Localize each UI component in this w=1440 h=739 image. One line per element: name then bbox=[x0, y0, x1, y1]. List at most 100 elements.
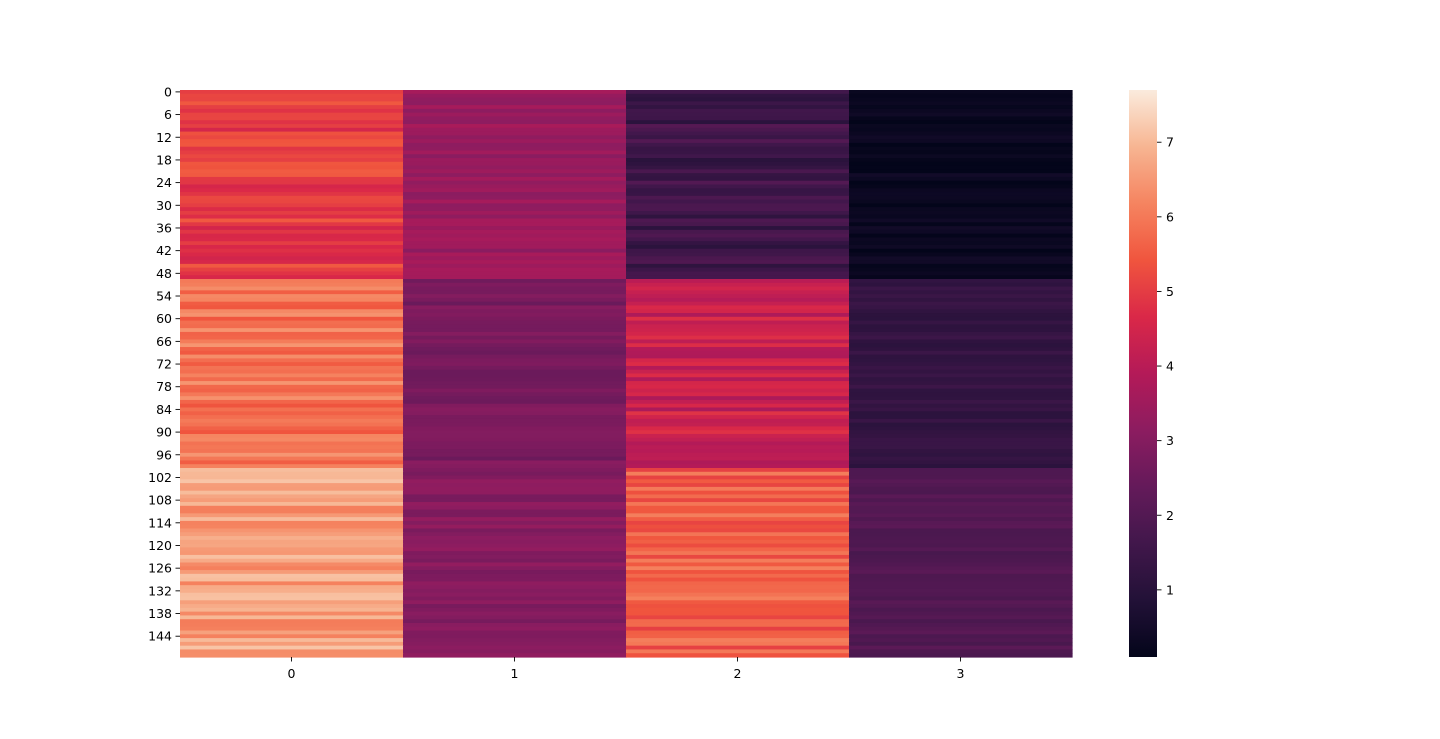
heatmap-cell bbox=[849, 554, 1073, 560]
heatmap-cell bbox=[626, 490, 850, 496]
heatmap-cell bbox=[180, 464, 404, 469]
heatmap-cell bbox=[626, 294, 850, 299]
heatmap-cell bbox=[403, 524, 627, 530]
heatmap-cell bbox=[180, 158, 404, 163]
heatmap-cell bbox=[180, 418, 404, 424]
heatmap-cell bbox=[180, 112, 404, 118]
y-tick-label: 138 bbox=[148, 606, 172, 621]
heatmap-cell bbox=[180, 199, 404, 204]
heatmap-cell bbox=[849, 347, 1073, 352]
heatmap-cell bbox=[403, 248, 627, 254]
heatmap-cell bbox=[849, 369, 1073, 375]
heatmap-cell bbox=[626, 547, 850, 552]
heatmap-cell bbox=[849, 494, 1073, 499]
heatmap-cell bbox=[180, 124, 404, 129]
heatmap-cell bbox=[180, 384, 404, 390]
heatmap-cell bbox=[180, 275, 404, 280]
heatmap-cell bbox=[849, 430, 1073, 435]
heatmap-cell bbox=[626, 339, 850, 344]
heatmap-cell bbox=[180, 483, 404, 488]
heatmap-cell bbox=[403, 252, 627, 257]
heatmap-cell bbox=[849, 615, 1073, 620]
heatmap-cell bbox=[849, 328, 1073, 333]
heatmap-cell bbox=[180, 399, 404, 405]
heatmap-cell bbox=[849, 184, 1073, 189]
heatmap-cell bbox=[403, 301, 627, 307]
heatmap-cell bbox=[849, 373, 1073, 378]
y-tick-label: 0 bbox=[164, 84, 172, 99]
heatmap-cell bbox=[403, 464, 627, 469]
heatmap-cell bbox=[849, 343, 1073, 348]
heatmap-cell bbox=[626, 396, 850, 401]
heatmap-cell bbox=[403, 218, 627, 223]
heatmap-cell bbox=[849, 562, 1073, 567]
heatmap-cell bbox=[849, 305, 1073, 310]
heatmap-cell bbox=[403, 573, 627, 579]
heatmap-cell bbox=[626, 392, 850, 397]
heatmap-cell bbox=[403, 396, 627, 401]
heatmap-cell bbox=[403, 244, 627, 250]
heatmap-cell bbox=[626, 381, 850, 386]
heatmap-cell bbox=[403, 105, 627, 110]
y-tick-label: 84 bbox=[156, 402, 172, 417]
heatmap-cell bbox=[403, 554, 627, 560]
heatmap-cell bbox=[180, 562, 404, 567]
heatmap-cell bbox=[849, 377, 1073, 382]
heatmap-cell bbox=[849, 237, 1073, 242]
heatmap-cell bbox=[180, 486, 404, 492]
heatmap-cell bbox=[626, 532, 850, 537]
heatmap-cell bbox=[849, 460, 1073, 465]
heatmap-cell bbox=[180, 135, 404, 140]
heatmap-cell bbox=[403, 173, 627, 178]
heatmap-cell bbox=[849, 127, 1073, 133]
heatmap-cell bbox=[180, 615, 404, 620]
heatmap-cell bbox=[403, 294, 627, 299]
heatmap-cell bbox=[849, 146, 1073, 152]
heatmap-cell bbox=[180, 471, 404, 477]
heatmap-cell bbox=[180, 320, 404, 325]
heatmap-cell bbox=[180, 184, 404, 189]
colorbar: 1 2 3 4 5 6 7 bbox=[1129, 90, 1174, 657]
heatmap-cell bbox=[180, 649, 404, 654]
heatmap-cell bbox=[403, 415, 627, 420]
heatmap-cell bbox=[180, 233, 404, 239]
heatmap-cell bbox=[626, 173, 850, 178]
heatmap-cell bbox=[849, 471, 1073, 477]
heatmap-cell bbox=[403, 343, 627, 348]
heatmap-cell bbox=[403, 260, 627, 265]
heatmap-cell bbox=[849, 581, 1073, 586]
y-tick-label: 90 bbox=[156, 425, 172, 440]
heatmap-cell bbox=[180, 173, 404, 178]
heatmap-cell bbox=[403, 101, 627, 106]
heatmap-cell bbox=[626, 520, 850, 526]
heatmap-cell bbox=[180, 286, 404, 291]
heatmap-cell bbox=[403, 229, 627, 235]
heatmap-cell bbox=[180, 422, 404, 428]
heatmap-cell bbox=[626, 290, 850, 295]
heatmap-cell bbox=[403, 135, 627, 140]
heatmap-cell bbox=[626, 161, 850, 167]
colorbar-tick-label: 1 bbox=[1166, 582, 1174, 597]
heatmap-cell bbox=[849, 218, 1073, 223]
heatmap-cell bbox=[849, 653, 1073, 658]
heatmap-cell bbox=[403, 210, 627, 216]
heatmap-cell bbox=[180, 551, 404, 556]
heatmap-cell bbox=[403, 335, 627, 341]
heatmap-cell bbox=[180, 543, 404, 548]
y-tick-label: 114 bbox=[148, 515, 172, 530]
heatmap-cell bbox=[180, 210, 404, 216]
heatmap-cell bbox=[626, 120, 850, 125]
heatmap-cell bbox=[180, 626, 404, 632]
heatmap-cell bbox=[180, 263, 404, 269]
heatmap-cell bbox=[626, 214, 850, 220]
heatmap-cell bbox=[180, 218, 404, 223]
heatmap-cell bbox=[849, 513, 1073, 518]
heatmap-cell bbox=[849, 570, 1073, 575]
heatmap-cell bbox=[626, 146, 850, 152]
heatmap-cell bbox=[403, 626, 627, 632]
heatmap-cell bbox=[849, 214, 1073, 220]
heatmap-cell bbox=[626, 415, 850, 420]
heatmap-cell bbox=[626, 638, 850, 643]
heatmap-cell bbox=[180, 433, 404, 439]
